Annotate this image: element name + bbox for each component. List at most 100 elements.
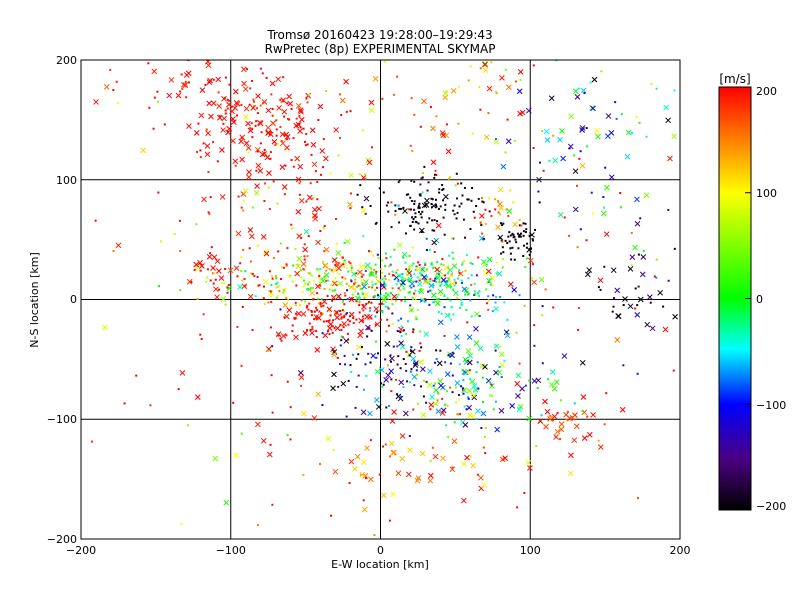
data-point-dot (326, 295, 329, 298)
data-point-dot (353, 283, 356, 286)
data-point-x (461, 461, 467, 467)
data-point-dot (270, 374, 273, 377)
data-point-dot (328, 268, 331, 271)
data-point-x (296, 255, 303, 262)
data-point-dot (254, 124, 257, 127)
data-point-dot (667, 279, 670, 282)
data-point-dot (577, 328, 580, 331)
data-point-dot (449, 275, 452, 278)
data-point-dot (531, 238, 534, 241)
data-point-x (401, 251, 408, 258)
data-point-dot (243, 278, 246, 281)
data-point-dot (226, 291, 229, 294)
data-point-x (206, 79, 213, 86)
data-point-dot (563, 216, 566, 219)
data-point-x (643, 192, 650, 199)
data-point-dot (345, 415, 348, 418)
data-point-x (517, 69, 524, 75)
data-point-dot (507, 235, 510, 238)
data-point-dot (508, 231, 511, 234)
data-point-x (398, 340, 404, 347)
data-point-dot (374, 289, 377, 292)
data-point-dot (319, 277, 322, 280)
y-tick-label: 100 (56, 174, 77, 187)
data-point-x (449, 466, 456, 473)
data-point-dot (467, 396, 470, 399)
data-point-x (186, 278, 193, 285)
data-point-dot (347, 270, 350, 273)
data-point-x (295, 103, 302, 109)
data-point-dot (362, 499, 365, 502)
data-point-dot (389, 360, 392, 363)
data-point-dot (314, 170, 317, 173)
data-point-dot (511, 246, 514, 249)
data-point-x (637, 296, 644, 303)
data-point-x (507, 281, 514, 288)
data-point-x (600, 210, 607, 217)
data-point-dot (385, 330, 388, 333)
data-point-x (207, 77, 213, 84)
data-point-dot (412, 285, 415, 288)
data-point-dot (603, 423, 606, 426)
data-point-dot (240, 206, 243, 209)
data-point-dot (428, 217, 431, 220)
data-point-x (310, 141, 317, 148)
data-point-x (235, 230, 242, 237)
data-point-dot (309, 288, 312, 291)
data-point-dot (655, 258, 658, 261)
data-point-x (260, 234, 267, 240)
data-point-x (574, 94, 581, 100)
data-point-dot (275, 296, 278, 299)
data-point-dot (271, 345, 274, 348)
data-point-x (302, 330, 309, 336)
data-point-dot (410, 346, 413, 349)
data-point-dot (384, 278, 387, 281)
data-point-dot (425, 237, 428, 240)
data-point-dot (402, 206, 405, 209)
data-point-x (548, 95, 555, 102)
data-point-x (374, 368, 381, 375)
data-point-dot (251, 136, 254, 139)
data-point-x (444, 371, 451, 377)
data-point-x (151, 68, 158, 75)
data-point-dot (395, 299, 398, 302)
data-point-dot (451, 351, 454, 354)
data-point-x (212, 455, 219, 462)
data-point-dot (525, 228, 528, 231)
data-point-dot (385, 204, 388, 207)
data-point-dot (423, 278, 426, 281)
data-point-dot (314, 214, 317, 217)
data-point-x (433, 387, 440, 394)
data-point-dot (404, 332, 407, 335)
data-point-x (249, 233, 255, 240)
data-point-dot (343, 354, 346, 357)
data-point-x (450, 87, 457, 94)
data-point-dot (477, 294, 480, 297)
data-point-dot (630, 132, 633, 135)
data-point-dot (407, 193, 410, 196)
data-point-dot (484, 222, 487, 225)
data-point-dot (507, 214, 510, 217)
data-point-x (287, 100, 294, 107)
data-point-dot (286, 247, 289, 250)
data-point-x (569, 414, 576, 421)
data-point-dot (451, 391, 454, 394)
data-point-dot (638, 121, 641, 124)
data-point-x (634, 312, 641, 318)
data-point-dot (433, 176, 436, 179)
data-point-x (525, 107, 532, 114)
data-point-x (269, 80, 276, 87)
data-point-dot (367, 302, 370, 305)
data-point-dot (500, 252, 503, 255)
data-point-x (482, 270, 489, 276)
data-point-dot (282, 76, 285, 79)
data-point-x (480, 410, 487, 417)
data-point-x (361, 304, 367, 310)
data-point-dot (310, 274, 313, 277)
data-point-dot (418, 207, 421, 210)
data-point-dot (327, 320, 330, 323)
data-point-x (322, 155, 329, 162)
data-point-dot (476, 361, 479, 364)
data-point-dot (213, 272, 216, 275)
y-tick-label: −200 (47, 533, 77, 546)
